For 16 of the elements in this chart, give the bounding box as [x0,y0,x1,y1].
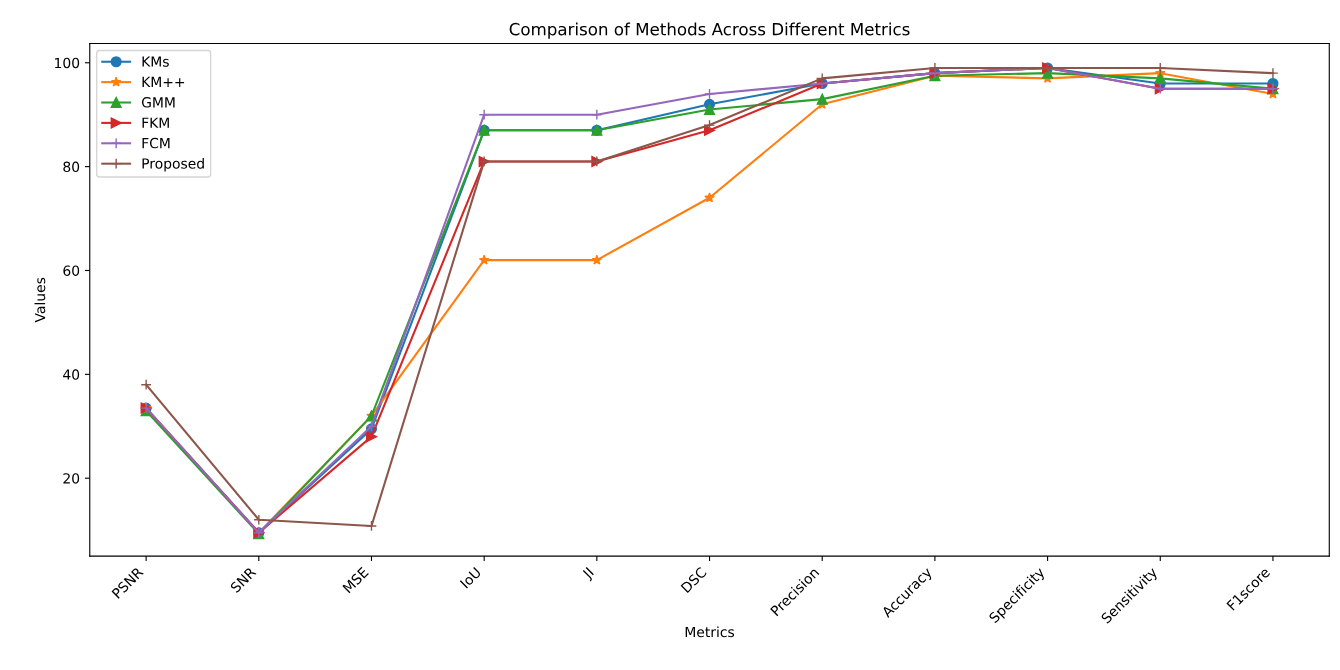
y-tick-label: 60 [63,265,80,276]
legend-label: FKM [142,117,169,128]
legend-label: KMs [142,56,169,67]
x-tick-label: JI [581,567,596,582]
legend-label: GMM [141,97,175,108]
y-tick-label: 40 [63,369,80,380]
legend-label: Proposed [142,157,204,172]
y-tick-label: 100 [55,57,80,69]
x-tick-label: IoU [459,566,482,589]
legend-label: KM++ [142,76,185,87]
legend-label: FCM [142,137,170,149]
y-tick-label: 20 [63,473,80,484]
y-axis-title: Values [34,277,46,323]
x-axis-title: Metrics [685,626,735,638]
y-tick-label: 80 [63,161,80,173]
chart-title: Comparison of Methods Across Different Metrics [509,22,910,39]
